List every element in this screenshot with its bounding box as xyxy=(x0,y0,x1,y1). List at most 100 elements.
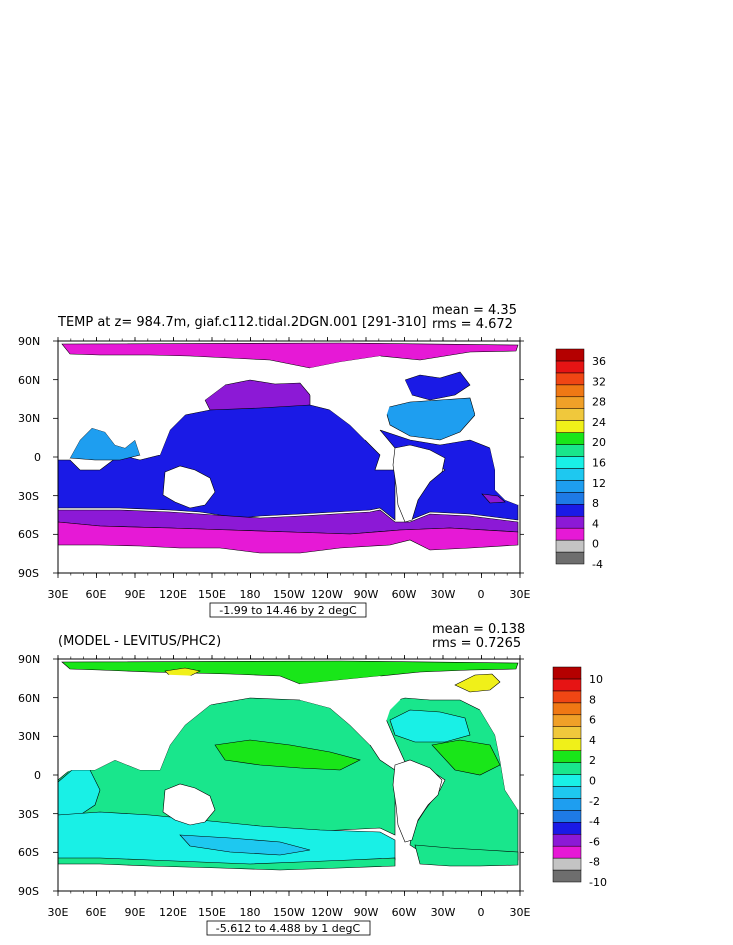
colorbar-label: -6 xyxy=(589,835,600,848)
colorbar-swatch xyxy=(552,822,582,835)
colorbar-swatch xyxy=(552,857,582,871)
colorbar-swatch xyxy=(555,504,585,517)
colorbar-swatch xyxy=(555,551,585,565)
bottom-lon-120e: 120E xyxy=(159,906,187,919)
bottom-sa-south-green xyxy=(414,844,519,867)
colorbar-label: 36 xyxy=(592,355,606,368)
bottom-mean: mean = 0.138 xyxy=(432,622,525,637)
top-lat-60s: 60S xyxy=(18,528,39,541)
bottom-lat-axis: 90N 60N 30N 0 30S 60S 90S xyxy=(18,653,41,898)
top-colorbar: 36 32 28 24 20 16 12 8 4 0 -4 xyxy=(555,348,606,571)
bottom-lat-90s: 90S xyxy=(18,885,39,898)
bottom-lon-180: 180 xyxy=(240,906,261,919)
top-subtropical-atlantic xyxy=(384,397,476,441)
bottom-southern-green xyxy=(57,857,396,871)
bottom-rms: rms = 0.7265 xyxy=(432,636,521,651)
top-north-america xyxy=(310,356,412,440)
colorbar-label: 24 xyxy=(592,416,606,429)
top-lon-0: 0 xyxy=(478,588,485,601)
bottom-lon-90w: 90W xyxy=(354,906,379,919)
colorbar-swatch xyxy=(552,798,582,811)
colorbar-label: 8 xyxy=(592,497,599,510)
colorbar-swatch xyxy=(552,714,582,727)
top-rms: rms = 4.672 xyxy=(432,317,513,332)
top-africa-east xyxy=(475,395,518,505)
top-south-america xyxy=(392,444,446,523)
top-lon-60e: 60E xyxy=(86,588,107,601)
colorbar-swatch xyxy=(555,444,585,457)
top-antarctic-magenta xyxy=(57,521,519,554)
bottom-lon-60e: 60E xyxy=(86,906,107,919)
colorbar-swatch xyxy=(552,833,582,847)
bottom-pacific-band xyxy=(214,739,361,771)
top-title: TEMP at z= 984.7m, giaf.c112.tidal.2DGN.… xyxy=(57,315,427,330)
top-lat-0: 0 xyxy=(34,451,41,464)
bottom-lon-150w: 150W xyxy=(273,906,305,919)
top-australia xyxy=(162,465,216,509)
bottom-lat-30s: 30S xyxy=(18,808,39,821)
top-lat-90n: 90N xyxy=(18,335,40,348)
bottom-colorbar: 10 8 6 4 2 0 -2 -4 -6 -8 -10 xyxy=(552,666,607,889)
colorbar-swatch xyxy=(555,420,585,433)
colorbar-swatch xyxy=(555,492,585,505)
top-eurasia-africa xyxy=(58,358,230,458)
colorbar-swatch xyxy=(552,786,582,799)
top-map xyxy=(57,340,521,574)
top-lon-90e: 90E xyxy=(125,588,146,601)
colorbar-label: 16 xyxy=(592,456,606,469)
bottom-lon-30e-end: 30E xyxy=(510,906,531,919)
colorbar-swatch xyxy=(555,539,585,553)
top-lon-180: 180 xyxy=(240,588,261,601)
colorbar-swatch xyxy=(552,845,582,859)
top-lat-90s: 90S xyxy=(18,567,39,580)
colorbar-label: 6 xyxy=(589,714,596,727)
colorbar-swatch xyxy=(552,690,582,704)
top-lon-30e: 30E xyxy=(48,588,69,601)
colorbar-label: 4 xyxy=(592,517,599,530)
colorbar-swatch xyxy=(552,774,582,787)
bottom-range-box: -5.612 to 4.488 by 1 degC xyxy=(206,920,371,936)
colorbar-swatch xyxy=(555,515,585,529)
colorbar-label: 32 xyxy=(592,375,606,388)
colorbar-label: -4 xyxy=(592,558,603,571)
bottom-map xyxy=(57,658,521,892)
top-lon-150e: 150E xyxy=(198,588,226,601)
bottom-lon-60w: 60W xyxy=(392,906,417,919)
bottom-lat-60n: 60N xyxy=(18,692,40,705)
colorbar-swatch xyxy=(552,678,582,692)
bottom-panel: (MODEL - LEVITUS/PHC2) mean = 0.138 rms … xyxy=(18,622,607,936)
bottom-eurasia-africa xyxy=(58,674,230,775)
bottom-africa-east xyxy=(475,695,518,810)
top-lat-30s: 30S xyxy=(18,490,39,503)
bottom-greenland-yellow xyxy=(454,673,501,693)
bottom-atlantic-band xyxy=(431,739,501,776)
top-lat-60n: 60N xyxy=(18,374,40,387)
bottom-south-america xyxy=(392,759,443,843)
colorbar-swatch xyxy=(555,360,585,374)
top-mean: mean = 4.35 xyxy=(432,303,517,318)
colorbar-swatch xyxy=(555,372,585,386)
top-lon-60w: 60W xyxy=(392,588,417,601)
colorbar-swatch xyxy=(552,666,582,680)
colorbar-swatch xyxy=(555,527,585,541)
bottom-lon-axis: 30E 60E 90E 120E 150E 180 150W 120W 90W … xyxy=(48,906,531,919)
bottom-lon-30w: 30W xyxy=(431,906,456,919)
bottom-lat-60s: 60S xyxy=(18,846,39,859)
top-tick-marks xyxy=(53,337,524,578)
colorbar-swatch xyxy=(555,396,585,409)
colorbar-label: 28 xyxy=(592,396,606,409)
top-panel: TEMP at z= 984.7m, giaf.c112.tidal.2DGN.… xyxy=(18,303,606,618)
colorbar-label: -4 xyxy=(589,815,600,828)
colorbar-label: 12 xyxy=(592,477,606,490)
bottom-title: (MODEL - LEVITUS/PHC2) xyxy=(58,634,221,649)
top-lon-30w: 30W xyxy=(431,588,456,601)
bottom-nw-atlantic-cyan xyxy=(389,709,471,743)
top-range-label: -1.99 to 14.46 by 2 degC xyxy=(219,604,357,617)
colorbar-swatch xyxy=(552,869,582,883)
bottom-lon-30e: 30E xyxy=(48,906,69,919)
top-lon-30e-end: 30E xyxy=(510,588,531,601)
bottom-lon-120w: 120W xyxy=(311,906,343,919)
top-lon-150w: 150W xyxy=(273,588,305,601)
top-range-box: -1.99 to 14.46 by 2 degC xyxy=(209,602,367,618)
